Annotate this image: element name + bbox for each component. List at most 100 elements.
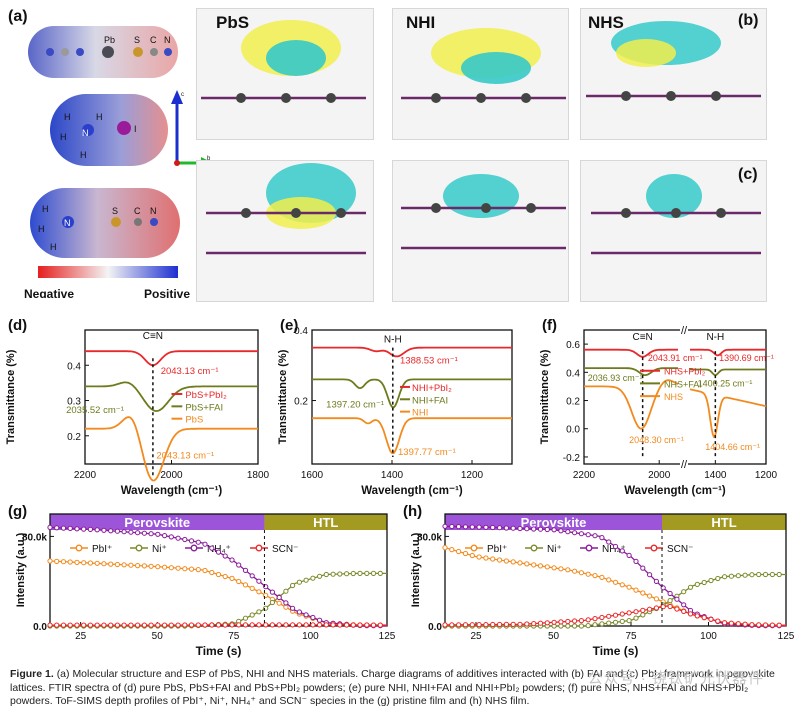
series-point-1	[701, 579, 707, 586]
series-point-3	[54, 622, 60, 628]
annot-1: 1397.20 cm⁻¹	[326, 400, 384, 411]
series-point-3	[249, 622, 255, 628]
series-point-3	[708, 616, 714, 622]
x-tick-label: 100	[302, 631, 319, 642]
series-point-0	[510, 559, 516, 565]
series-point-2	[67, 525, 73, 531]
series-point-2	[290, 605, 296, 611]
series-point-3	[47, 622, 53, 628]
annot-0: 1388.53 cm⁻¹	[400, 356, 458, 367]
y-axis-label: Intensity (a.u.)	[15, 532, 27, 607]
y-tick-label: 0.2	[294, 397, 308, 408]
series-point-2	[54, 525, 60, 531]
series-point-2	[592, 533, 598, 539]
series-point-0	[128, 562, 134, 568]
series-point-0	[497, 557, 503, 563]
series-point-3	[74, 622, 80, 628]
series-point-2	[585, 532, 591, 538]
series-point-3	[330, 622, 336, 628]
series-point-3	[694, 613, 700, 619]
series-point-1	[735, 573, 741, 579]
series-point-3	[222, 622, 228, 628]
x-tick-label: 75	[625, 631, 637, 642]
series-point-0	[162, 564, 168, 570]
series-point-3	[619, 611, 625, 617]
peak-label-cn: C≡N	[633, 332, 653, 343]
x-axis-label: Wavelength (cm⁻¹)	[361, 485, 463, 497]
panel-label-b: (b)	[738, 12, 759, 29]
series-point-1	[667, 598, 673, 604]
series-point-1	[749, 572, 755, 578]
peak-label: C≡N	[143, 331, 163, 342]
x-tick-label: 100	[700, 631, 717, 642]
series-point-3	[756, 622, 762, 628]
annot-5: 1404.66 cm⁻¹	[705, 442, 760, 452]
series-point-1	[762, 571, 769, 578]
series-point-3	[449, 622, 455, 628]
series-point-0	[54, 558, 60, 565]
series-point-0	[537, 563, 544, 569]
y-axis-label: Transmittance (%)	[5, 349, 17, 444]
annot-2: 2036.93 cm⁻¹	[588, 373, 643, 383]
series-point-3	[121, 622, 127, 628]
series-point-1	[776, 571, 782, 578]
series-point-1	[310, 575, 316, 581]
x-axis-label: Time (s)	[593, 644, 639, 658]
series-point-3	[633, 609, 639, 615]
series-point-3	[626, 610, 632, 616]
y-tick-label: 0.6	[566, 340, 580, 351]
y-tick-label: 0.4	[294, 326, 308, 337]
series-point-0	[592, 573, 598, 579]
esp-nhi	[50, 94, 168, 166]
series-point-3	[572, 618, 578, 624]
series-point-3	[67, 622, 73, 628]
series-point-0	[283, 604, 289, 610]
series-point-0	[490, 556, 496, 562]
series-point-2	[449, 523, 455, 530]
series-point-2	[47, 524, 53, 530]
series-point-1	[290, 582, 296, 589]
y-tick-label: -0.2	[563, 453, 581, 464]
series-point-2	[544, 526, 550, 533]
plot-frame	[49, 513, 388, 627]
plot-frame	[444, 513, 787, 627]
chart-tofsims-h: (h) Perovskite HTL 25 50 75 100 125 0.0 80.0k Time…	[403, 503, 794, 658]
series-point-3	[476, 622, 482, 628]
series-point-3	[81, 622, 87, 628]
series-point-0	[114, 561, 121, 568]
series-point-0	[175, 565, 181, 571]
panel-label-d: (d)	[8, 317, 27, 334]
series-line-2	[689, 388, 767, 439]
atom-n-bot: N	[64, 218, 71, 228]
series-point-3	[364, 622, 370, 628]
atom-i: I	[134, 124, 137, 134]
series-line-0	[584, 348, 678, 358]
series-point-0	[94, 560, 100, 566]
series-point-2	[114, 528, 121, 534]
series-point-1	[330, 571, 336, 577]
series-point-1	[357, 570, 363, 577]
band-perovskite-label: Perovskite	[124, 515, 190, 530]
legend-label-1: NHI+FAI	[412, 395, 448, 406]
legend-label-2: NH₄⁺	[207, 544, 231, 555]
series-point-0	[168, 565, 174, 571]
series-point-1	[687, 584, 694, 590]
atom-h4: H	[80, 150, 87, 160]
series-point-2	[681, 602, 687, 608]
series-point-3	[503, 621, 510, 628]
panel-label-a: (a)	[8, 8, 28, 25]
series-point-3	[168, 622, 174, 628]
series-point-1	[377, 570, 383, 577]
series-point-2	[188, 538, 195, 544]
series-point-3	[215, 622, 222, 628]
series-point-2	[647, 572, 653, 578]
panel-label-h: (h)	[403, 503, 422, 520]
series-point-2	[503, 525, 510, 531]
series-point-2	[283, 600, 289, 606]
series-point-2	[551, 527, 557, 533]
series-point-2	[606, 539, 612, 545]
series-point-3	[182, 622, 188, 628]
series-point-2	[81, 526, 87, 532]
chart-ftir-d: (d) Wavelength (cm⁻¹) Transmittance (%) 220…	[5, 317, 270, 497]
series-point-2	[155, 531, 161, 537]
